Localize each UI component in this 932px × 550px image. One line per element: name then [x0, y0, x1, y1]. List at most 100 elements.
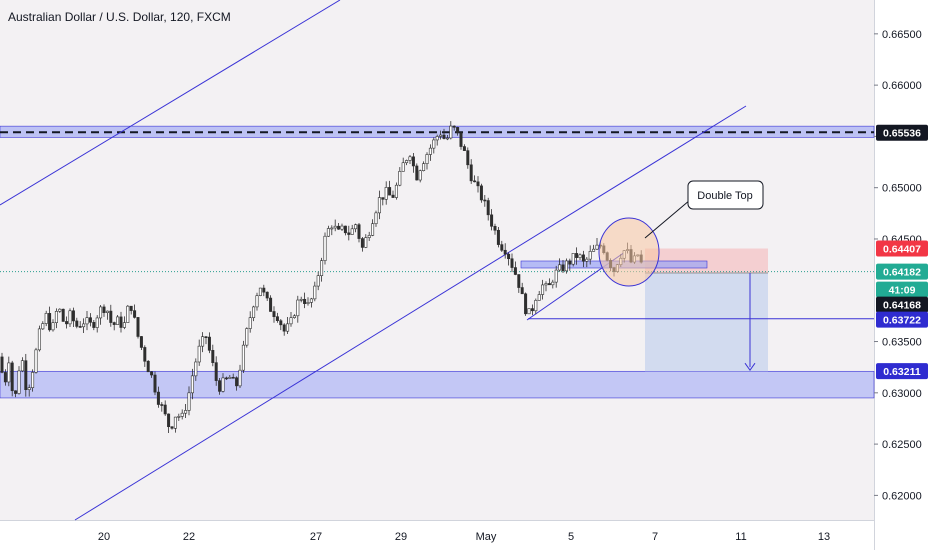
candle-body: [265, 291, 269, 299]
candle-body: [44, 313, 48, 324]
candle-body: [248, 317, 252, 329]
candle-body: [347, 232, 351, 235]
candle-body: [309, 298, 313, 303]
candle-body: [500, 244, 504, 251]
candle-body: [337, 225, 341, 230]
candle-body: [282, 324, 286, 332]
candle-body: [313, 285, 317, 300]
candle-body: [163, 404, 167, 415]
candle-body: [241, 344, 245, 371]
candle-body: [255, 295, 259, 308]
candle-body: [360, 238, 364, 248]
price-label-0: 0.65536: [883, 128, 921, 140]
candle-body: [462, 146, 466, 151]
price-label-box: [876, 363, 928, 380]
candle-body: [530, 308, 534, 312]
candle-body: [37, 328, 41, 351]
price-label-4: 0.64168: [883, 300, 921, 312]
candle-body: [0, 356, 4, 373]
candle-body: [558, 264, 562, 271]
candle-body: [547, 283, 551, 286]
candle-body: [51, 322, 55, 331]
candle-body: [170, 426, 174, 429]
candle-body: [17, 370, 21, 394]
candle-body: [388, 187, 392, 196]
candle-body: [194, 361, 198, 377]
candle-body: [371, 223, 375, 236]
candle-body: [275, 316, 279, 321]
candle-body: [3, 372, 7, 383]
x-tick-label: 5: [568, 531, 574, 543]
candle-body: [377, 197, 381, 214]
candle-body: [401, 162, 405, 172]
y-tick-label: 0.63500: [882, 337, 922, 349]
price-label-box: [876, 240, 928, 257]
candles-group: [0, 121, 643, 434]
candle-body: [490, 214, 494, 227]
lower-channel-line: [74, 105, 747, 521]
candle-body: [541, 284, 545, 295]
candle-body: [520, 287, 524, 295]
candle-body: [432, 139, 436, 149]
candle-body: [564, 260, 568, 272]
candle-body: [479, 185, 483, 201]
candle-body: [381, 197, 385, 200]
candle-body: [31, 372, 35, 388]
candle-body: [82, 323, 86, 328]
candle-body: [534, 300, 538, 312]
candle-body: [476, 181, 480, 187]
candle-body: [153, 374, 157, 393]
candle-body: [269, 297, 273, 312]
candle-body: [41, 323, 45, 330]
candle-body: [551, 281, 555, 286]
candle-body: [34, 349, 38, 373]
x-tick-label: 22: [183, 531, 195, 543]
price-label-3: 41:09: [889, 285, 916, 297]
candle-body: [95, 317, 99, 328]
candle-body: [88, 317, 92, 323]
price-label-1: 0.64407: [883, 244, 921, 256]
candle-body: [105, 310, 109, 313]
candle-body: [303, 298, 307, 304]
y-tick-label: 0.62000: [882, 490, 922, 502]
candle-body: [445, 137, 449, 140]
candle-body: [333, 225, 337, 229]
candle-body: [442, 134, 446, 139]
candle-body: [109, 310, 113, 323]
upper-channel-line: [0, 0, 341, 206]
candle-body: [150, 371, 154, 376]
candle-body: [316, 275, 320, 287]
candle-body: [286, 323, 290, 332]
candle-body: [177, 416, 181, 418]
candle-body: [133, 310, 137, 318]
candle-body: [320, 260, 324, 277]
candle-body: [54, 311, 58, 323]
candle-body: [122, 322, 126, 328]
candle-body: [510, 258, 514, 268]
candle-body: [221, 377, 225, 392]
candle-body: [452, 125, 456, 128]
x-tick-label: 13: [818, 531, 830, 543]
candle-body: [173, 416, 177, 429]
candle-body: [136, 317, 140, 337]
candle-body: [289, 317, 293, 325]
candle-body: [527, 308, 531, 315]
candle-body: [408, 156, 412, 161]
candle-body: [326, 228, 330, 237]
candle-body: [102, 306, 106, 313]
candle-body: [367, 235, 371, 238]
y-tick-label: 0.66500: [882, 29, 922, 41]
y-tick-label: 0.63000: [882, 388, 922, 400]
price-label-box: [876, 311, 928, 328]
price-label-2: 0.64182: [883, 267, 921, 279]
candle-body: [394, 184, 398, 198]
candle-body: [129, 305, 133, 311]
candle-body: [456, 127, 460, 134]
candle-body: [27, 387, 31, 390]
candle-body: [405, 160, 409, 164]
candle-body: [418, 170, 422, 181]
candle-body: [323, 235, 327, 261]
candle-body: [262, 287, 266, 293]
